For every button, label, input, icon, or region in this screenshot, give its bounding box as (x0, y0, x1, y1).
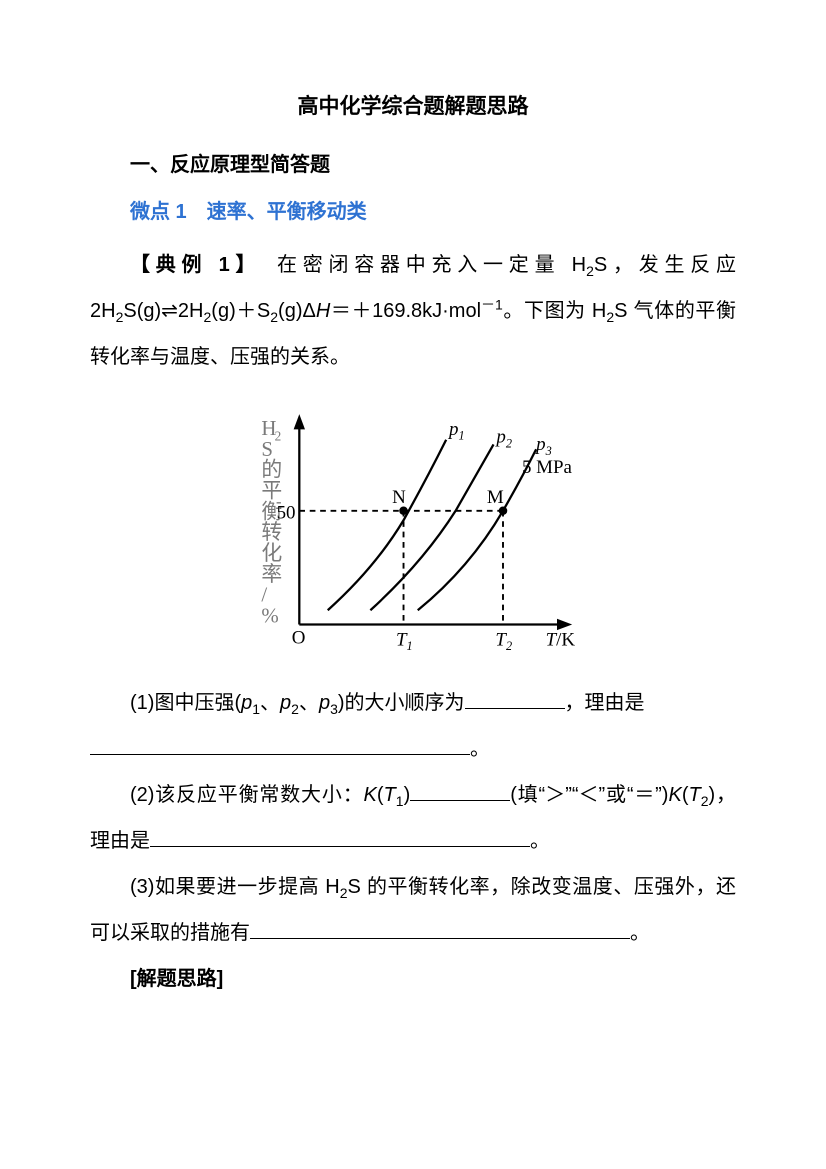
question-3: (3)如果要进一步提高 H2S 的平衡转化率，除改变温度、压强外，还可以采取的措… (90, 864, 736, 956)
svg-text:2: 2 (275, 429, 282, 444)
sub-3: 3 (330, 701, 338, 717)
var-t1: T (384, 784, 396, 806)
text: 在密闭容器中充入一定量 H (251, 254, 586, 276)
blank (410, 780, 510, 801)
var-k: K (668, 784, 681, 806)
text: (g)Δ (278, 300, 316, 322)
blank (465, 688, 565, 709)
x-axis-label: T/K (546, 629, 576, 650)
subpoint-heading: 微点 1 速率、平衡移动类 (90, 195, 736, 224)
text: 。 (630, 922, 650, 944)
sub-2: 2 (291, 701, 299, 717)
svg-text:p1: p1 (447, 419, 465, 443)
svg-text:%: % (261, 604, 278, 628)
var-k: K (364, 784, 377, 806)
text: (1)图中压强( (130, 692, 241, 714)
text: (g)＋S (211, 300, 270, 322)
text: 、 (260, 692, 280, 714)
answer-label: [解题思路] (130, 968, 223, 990)
section-heading: 一、反应原理型简答题 (90, 148, 736, 177)
text: ＝＋169.8kJ·mol (330, 300, 481, 322)
var-t2: T (688, 784, 700, 806)
text: (填“＞”“＜”或“＝”) (510, 784, 668, 806)
sub-2: 2 (606, 309, 614, 325)
var-p3: p (319, 692, 330, 714)
origin-label: O (292, 627, 306, 648)
sub-2: 2 (270, 309, 278, 325)
text: 、 (299, 692, 319, 714)
question-1: (1)图中压强(p1、p2、p3)的大小顺序为，理由是 (90, 680, 736, 726)
ytick-50: 50 (277, 502, 296, 523)
text: 。 (470, 738, 490, 760)
example-paragraph: 【典例 1】 在密闭容器中充入一定量 H2S，发生反应 2H2S(g)⇌2H2(… (90, 242, 736, 380)
equilibrium-chart: H 2 S 的 平 衡 转 化 率 / % 5 (233, 390, 593, 660)
text: ，理由是 (565, 692, 645, 714)
text: 。 (530, 830, 550, 852)
document-page: 高中化学综合题解题思路 一、反应原理型简答题 微点 1 速率、平衡移动类 【典例… (0, 0, 826, 1169)
curve-labels: p1 p2 p3 (447, 419, 552, 458)
example-label: 【典例 1】 (130, 254, 251, 276)
page-title: 高中化学综合题解题思路 (90, 90, 736, 120)
sub-1: 1 (396, 793, 404, 809)
answer-heading: [解题思路] (90, 956, 736, 1002)
svg-text:T2: T2 (495, 629, 512, 653)
blank (250, 918, 630, 939)
svg-text:p2: p2 (494, 427, 512, 451)
blank (150, 826, 530, 847)
text: (3)如果要进一步提高 H (130, 876, 340, 898)
text: (2)该反应平衡常数大小： (130, 784, 364, 806)
question-1-cont: 。 (90, 726, 736, 772)
sub-2: 2 (340, 885, 348, 901)
text: S(g)⇌2H (123, 300, 203, 322)
label-n: N (392, 487, 406, 508)
sup-neg1: －1 (481, 296, 503, 312)
sub-2: 2 (701, 793, 709, 809)
x-ticks: T1 T2 (396, 629, 512, 653)
var-p2: p (280, 692, 291, 714)
text: 。下图为 H (503, 300, 607, 322)
var-p1: p (241, 692, 252, 714)
sub-2: 2 (586, 263, 594, 279)
blank (90, 734, 470, 755)
label-m: M (487, 487, 504, 508)
svg-text:T1: T1 (396, 629, 413, 653)
sub-1: 1 (252, 701, 260, 717)
curves (328, 440, 536, 611)
delta-h: H (316, 300, 330, 322)
label-5mpa: 5 MPa (522, 457, 573, 478)
question-2: (2)该反应平衡常数大小：K(T1)(填“＞”“＜”或“＝”)K(T2)，理由是… (90, 772, 736, 864)
svg-text:p3: p3 (534, 434, 552, 458)
text: )的大小顺序为 (338, 692, 465, 714)
